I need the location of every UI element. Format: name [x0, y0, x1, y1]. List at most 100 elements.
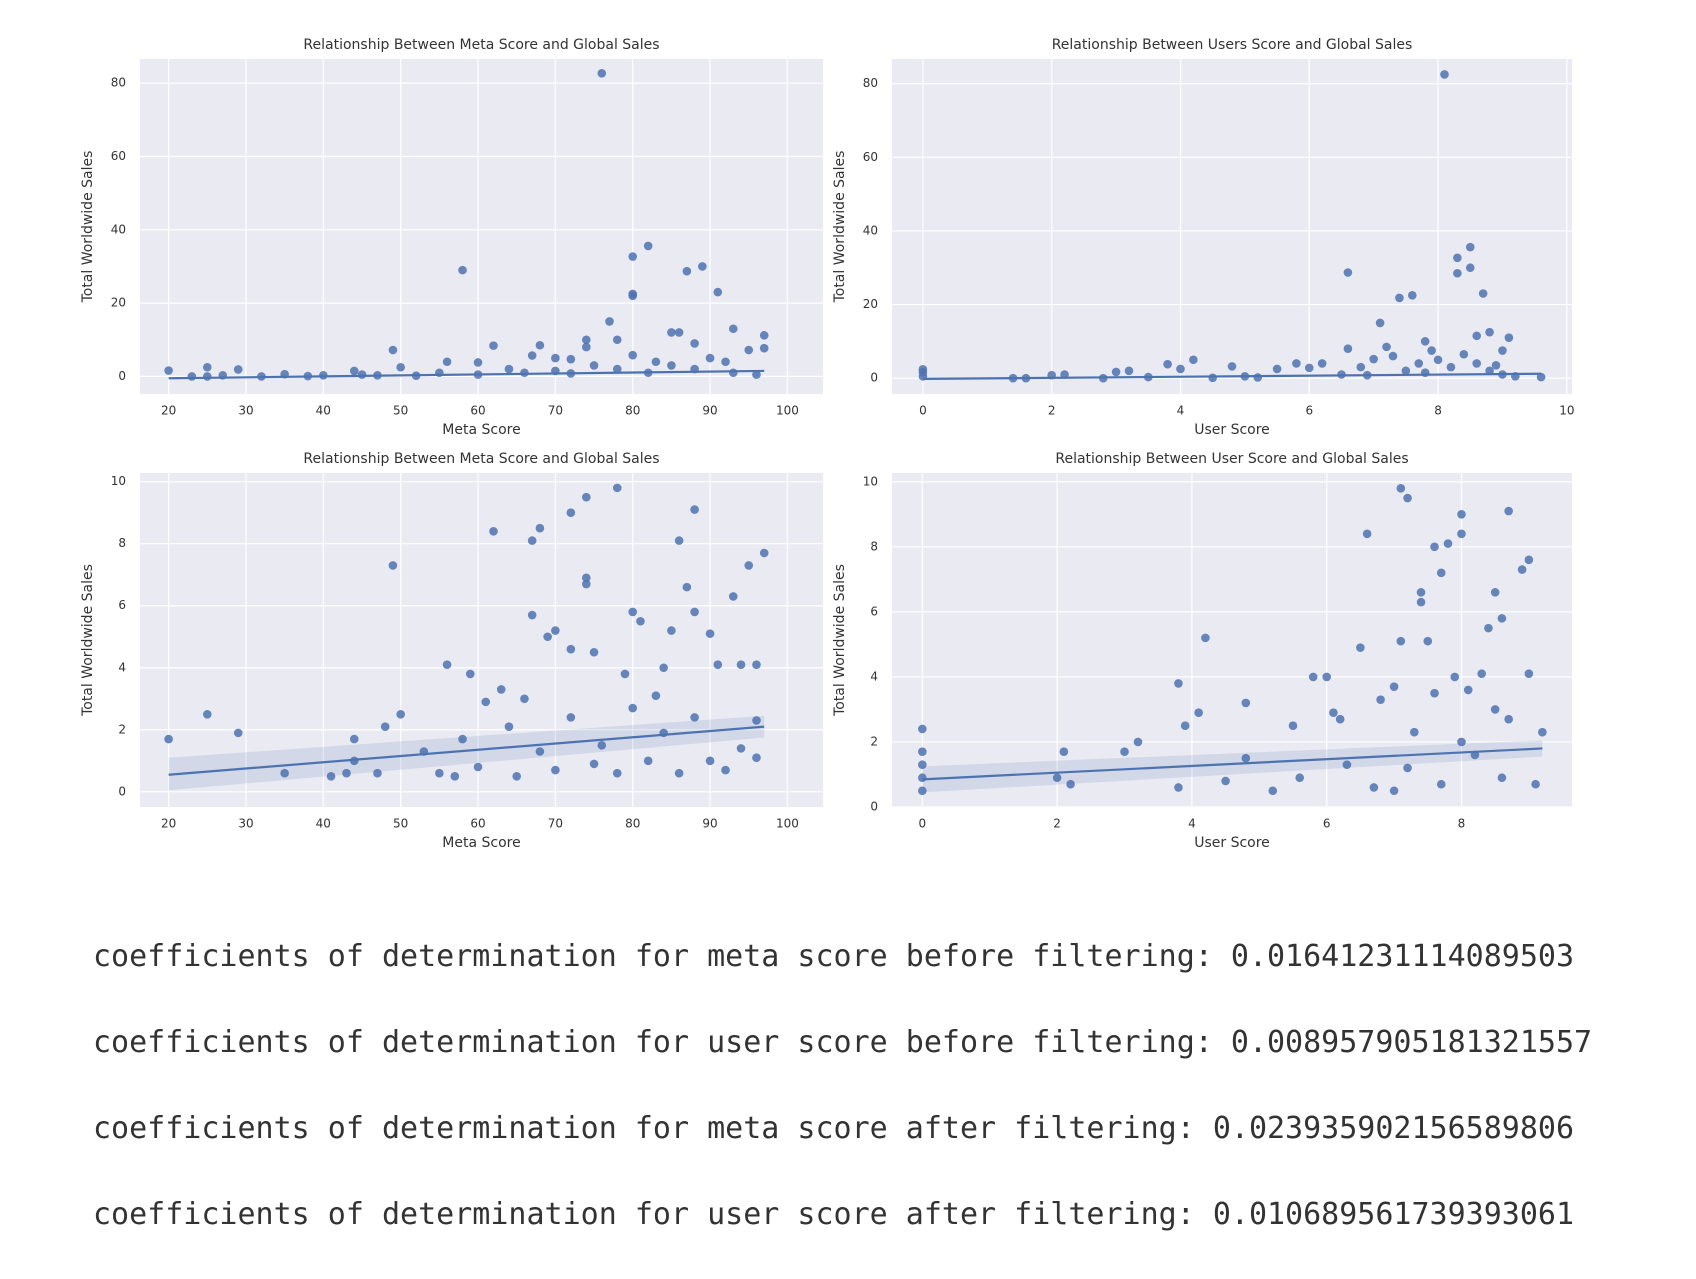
- scatter-point: [566, 508, 576, 517]
- scatter-point: [1376, 695, 1385, 704]
- scatter-point: [380, 722, 390, 731]
- scatter-point: [1356, 362, 1366, 372]
- scatter-point: [202, 372, 212, 381]
- y-tick-label: 40: [863, 223, 878, 237]
- scatter-point: [1342, 760, 1352, 770]
- x-tick-label: 20: [161, 404, 176, 418]
- scatter-point: [527, 536, 537, 545]
- scatter-point: [566, 354, 576, 364]
- scatter-point: [349, 734, 359, 744]
- scatter-point: [636, 616, 645, 626]
- x-tick-label: 0: [919, 817, 927, 831]
- scatter-point: [1221, 776, 1230, 786]
- scatter-point: [1382, 342, 1391, 352]
- x-tick-label: 80: [625, 817, 640, 831]
- scatter-point: [233, 365, 243, 374]
- scatter-point: [1433, 355, 1443, 365]
- scatter-point: [1409, 727, 1419, 737]
- scatter-point: [736, 660, 746, 669]
- scatter-point: [551, 765, 560, 775]
- scatter-point: [450, 771, 460, 781]
- scatter-point: [1396, 636, 1406, 646]
- x-tick-label: 0: [919, 404, 927, 418]
- scatter-point: [566, 644, 576, 654]
- scatter-point: [1295, 773, 1305, 783]
- scatter-point: [1066, 779, 1075, 789]
- scatter-point: [1194, 708, 1203, 717]
- x-tick-label: 4: [1188, 817, 1196, 831]
- scatter-point: [202, 362, 212, 372]
- scatter-point: [496, 685, 506, 694]
- plot-background: [892, 473, 1572, 807]
- scatter-point: [1446, 362, 1456, 372]
- scatter-point: [1163, 359, 1172, 369]
- scatter-point: [1436, 568, 1446, 578]
- chart-title: Relationship Between Users Score and Glo…: [1052, 37, 1413, 53]
- scatter-point: [1389, 682, 1399, 691]
- scatter-point: [357, 370, 367, 379]
- scatter-point: [1457, 737, 1466, 747]
- console-output: coefficients of determination for meta s…: [93, 892, 1592, 1279]
- scatter-point: [1427, 346, 1436, 355]
- scatter-point: [1369, 783, 1379, 792]
- scatter-point: [597, 740, 607, 750]
- y-axis-label: Total Worldwide Sales: [832, 564, 848, 717]
- regression-line: [168, 369, 765, 380]
- scatter-point: [1322, 672, 1331, 682]
- scatter-point: [1396, 483, 1406, 493]
- scatter-point: [759, 331, 769, 340]
- scatter-point: [1517, 565, 1527, 574]
- scatter-point: [1450, 672, 1460, 682]
- plot-background: [892, 59, 1572, 394]
- scatter-point: [1288, 721, 1298, 730]
- scatter-point: [597, 68, 607, 78]
- scatter-point: [1227, 362, 1237, 371]
- scatter-point: [442, 357, 452, 367]
- scatter-point: [589, 759, 599, 769]
- scatter-point: [458, 734, 467, 744]
- scatter-point: [1369, 354, 1378, 364]
- scatter-point: [582, 579, 591, 589]
- scatter-point: [1414, 359, 1424, 368]
- x-tick-label: 90: [702, 404, 717, 418]
- scatter-point: [527, 351, 537, 360]
- x-tick-label: 30: [238, 404, 253, 418]
- scatter-point: [543, 632, 552, 642]
- scatter-point: [667, 328, 676, 337]
- scatter-point: [1304, 363, 1314, 373]
- scatter-point: [535, 747, 545, 756]
- plot-background: [140, 59, 823, 394]
- scatter-point: [1124, 366, 1134, 376]
- scatter-point: [1472, 331, 1481, 341]
- scatter-point: [1430, 688, 1439, 698]
- x-tick-label: 50: [393, 817, 408, 831]
- scatter-point: [473, 762, 483, 772]
- scatter-point: [1317, 359, 1327, 368]
- scatter-point: [752, 716, 761, 725]
- x-tick-label: 20: [161, 817, 176, 831]
- scatter-point: [713, 287, 723, 297]
- scatter-point: [481, 697, 491, 707]
- scatter-point: [582, 342, 591, 352]
- x-tick-label: 4: [1177, 404, 1185, 418]
- scatter-point: [582, 573, 591, 583]
- output-line: coefficients of determination for user s…: [93, 1197, 1575, 1232]
- x-tick-label: 90: [702, 817, 717, 831]
- scatter-point: [628, 252, 638, 261]
- scatter-point: [1465, 263, 1475, 273]
- scatter-point: [1308, 672, 1318, 682]
- scatter-point: [682, 266, 692, 276]
- scatter-point: [1498, 346, 1507, 355]
- y-tick-label: 6: [870, 604, 878, 618]
- scatter-point: [612, 364, 622, 374]
- scatter-point: [1436, 779, 1446, 789]
- scatter-point: [489, 527, 498, 536]
- scatter-point: [1335, 714, 1345, 724]
- scatter-point: [388, 345, 398, 355]
- regression-line: [922, 372, 1542, 381]
- scatter-point: [667, 361, 676, 370]
- scatter-point: [164, 366, 173, 375]
- x-axis-label: Meta Score: [442, 835, 520, 851]
- scatter-point: [1491, 360, 1501, 370]
- scatter-point: [651, 691, 661, 700]
